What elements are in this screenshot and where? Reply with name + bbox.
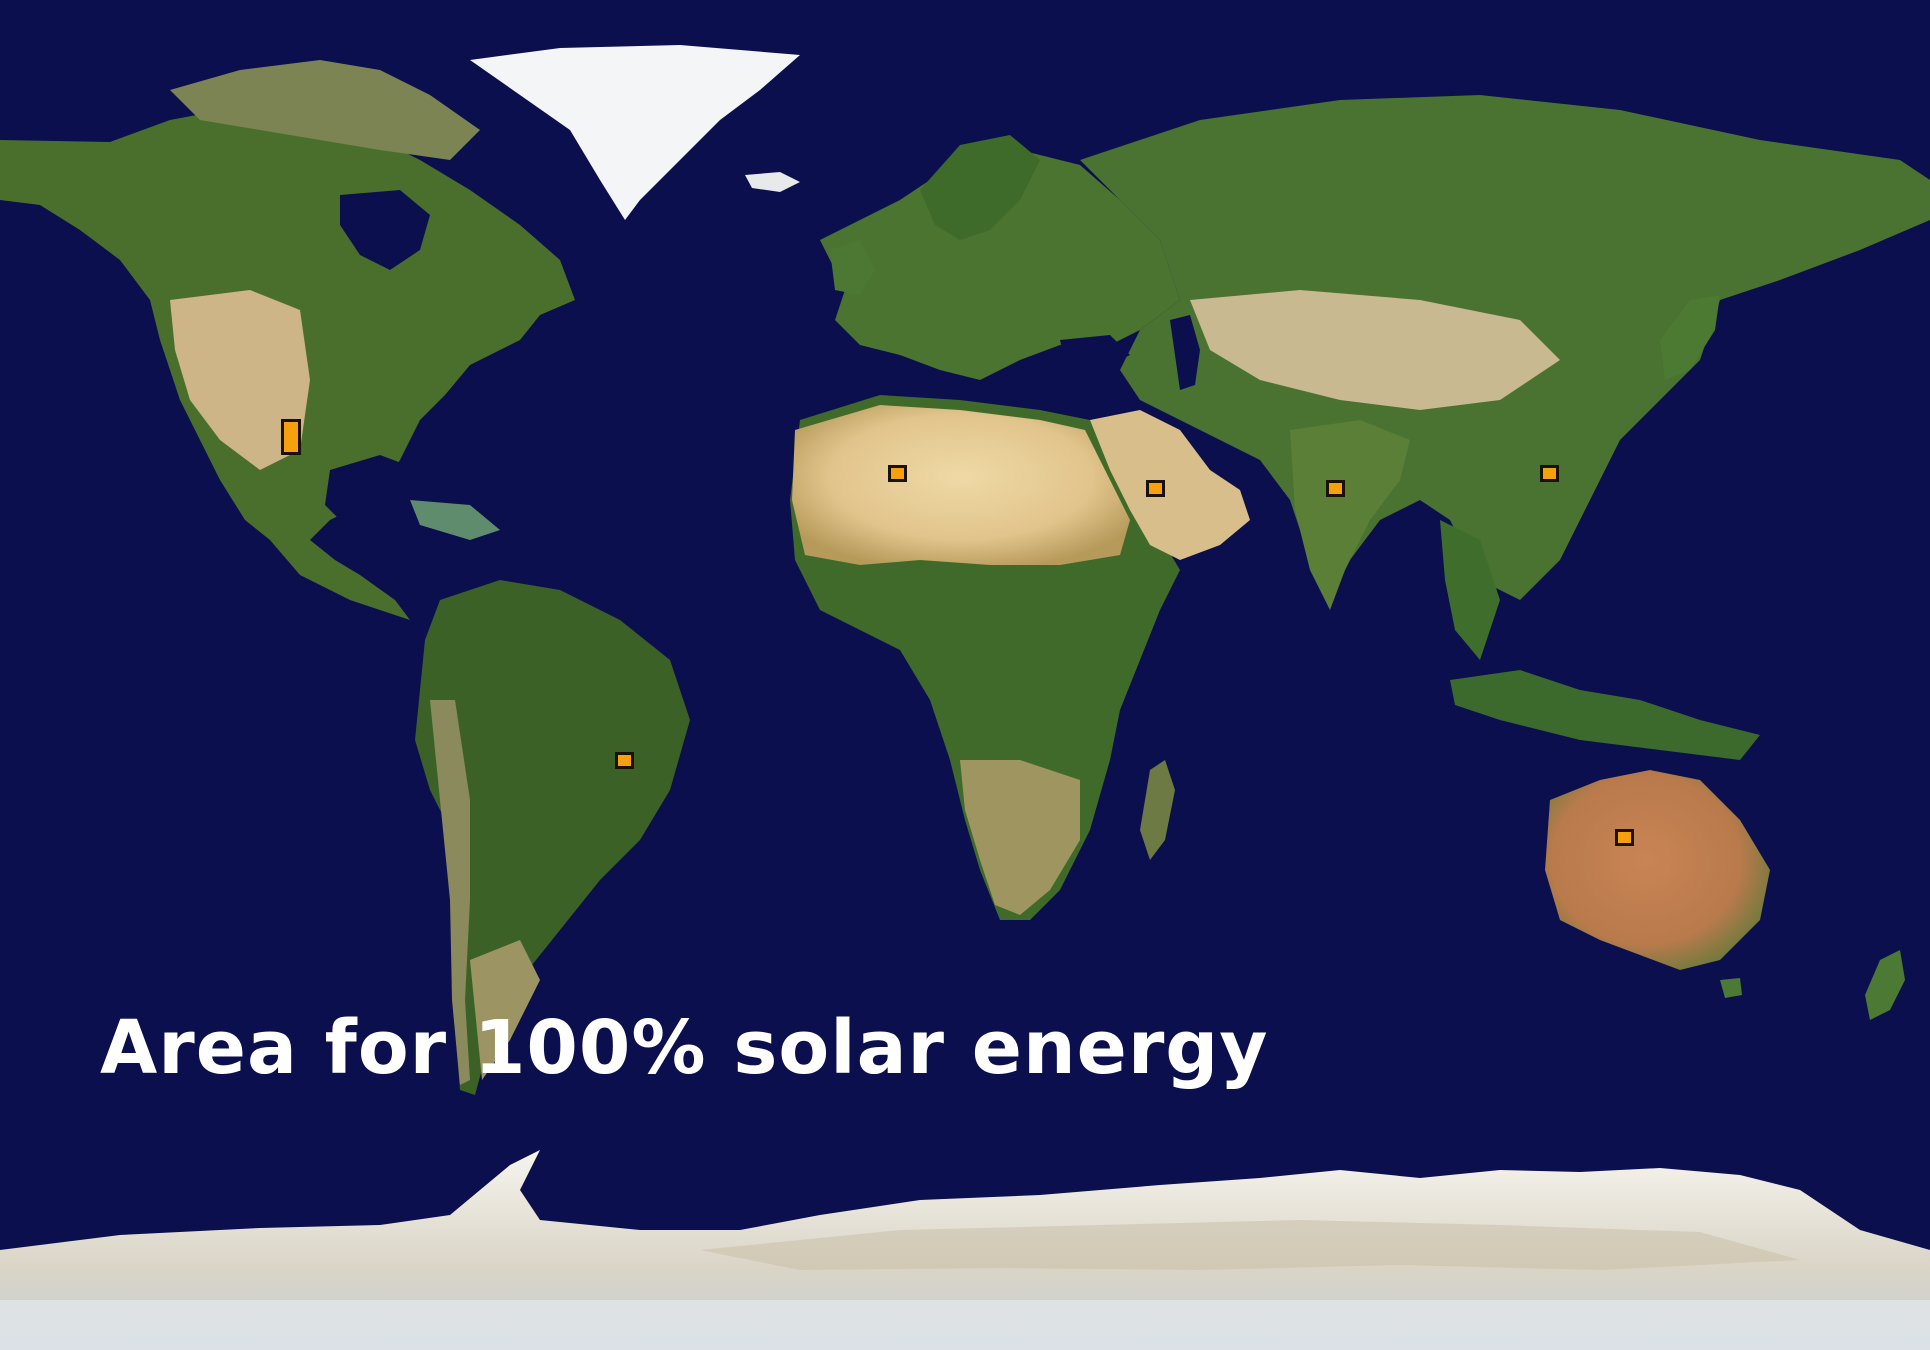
us-southwest-desert (170, 290, 310, 470)
marker-china (1540, 465, 1559, 482)
sahara-desert (792, 405, 1130, 565)
greenland (470, 45, 800, 220)
andes-strip (430, 700, 470, 1085)
gulf-of-mexico (325, 455, 430, 530)
patagonia (470, 940, 540, 1080)
iceland (745, 172, 800, 192)
marker-india (1326, 480, 1345, 497)
scandinavia (920, 135, 1040, 240)
map-caption: Area for 100% solar energy (100, 1005, 1269, 1091)
british-isles (830, 240, 875, 295)
sea-ice-haze (0, 1300, 1930, 1350)
antarctic-shading (700, 1220, 1800, 1270)
marker-north-africa (888, 465, 907, 482)
australia (1545, 770, 1770, 970)
marker-north-america (281, 419, 301, 455)
central-asia-steppe (1190, 290, 1560, 410)
black-sea (1060, 335, 1130, 370)
caspian-sea (1170, 315, 1200, 390)
arabian-peninsula (1090, 410, 1250, 560)
marker-south-america (615, 752, 634, 769)
tasmania (1720, 978, 1742, 998)
indochina (1440, 520, 1500, 660)
new-zealand (1865, 950, 1905, 1020)
india (1290, 420, 1410, 610)
indonesia (1450, 670, 1760, 760)
marker-arabia (1146, 480, 1165, 497)
japan (1660, 295, 1720, 380)
caribbean (410, 500, 500, 540)
hudson-bay (340, 190, 430, 270)
madagascar (1140, 760, 1175, 860)
southern-africa-savanna (960, 760, 1080, 915)
arctic-islands (170, 60, 480, 160)
europe (820, 150, 1180, 380)
marker-australia (1615, 829, 1634, 846)
